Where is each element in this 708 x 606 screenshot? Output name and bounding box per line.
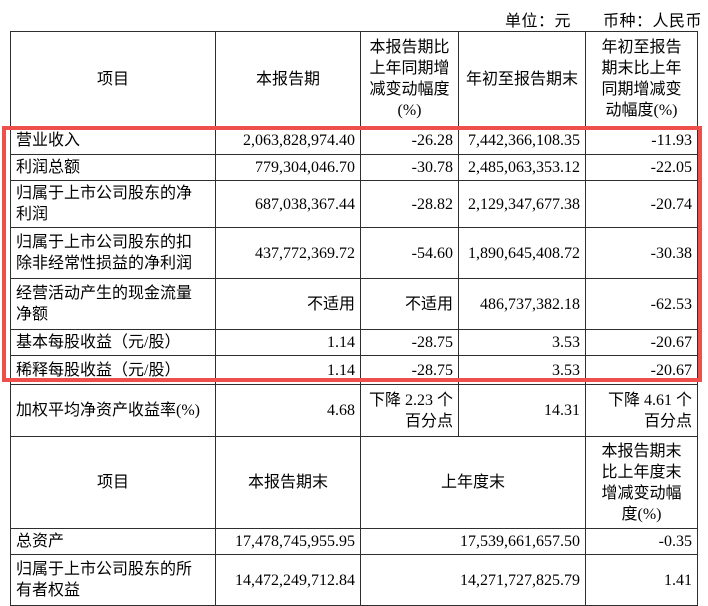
row-label: 加权平均净资产收益率(%) <box>10 384 216 437</box>
cell-change: -28.75 <box>360 355 459 385</box>
header-item: 项目 <box>10 436 216 529</box>
table-row: 加权平均净资产收益率(%) 4.68 下降 2.23 个 百分点 14.31 下… <box>10 384 698 437</box>
cell-ytd: 1,890,645,408.72 <box>458 227 586 279</box>
table-row: 营业收入 2,063,828,974.40 -26.28 7,442,366,1… <box>10 126 698 155</box>
cell-change: -54.60 <box>360 227 459 279</box>
cell-current: 437,772,369.72 <box>215 227 361 279</box>
row-label: 归属于上市公司股东的扣 除非经常性损益的净利润 <box>10 227 216 279</box>
cell-current: 1.14 <box>215 355 361 385</box>
cell-current: 779,304,046.70 <box>215 154 361 181</box>
cell-ytd-change: -20.74 <box>585 180 698 228</box>
financial-summary-table: 项目 本报告期 本报告期比 上年同期增 减变动幅度 (%) 年初至报告期末 年初… <box>10 31 698 606</box>
table-row: 总资产 17,478,745,955.95 17,539,661,657.50 … <box>10 528 698 555</box>
table-row: 归属于上市公司股东的所 有者权益 14,472,249,712.84 14,27… <box>10 554 698 606</box>
unit-label: 单位：元 <box>504 13 571 30</box>
cell-current: 2,063,828,974.40 <box>215 126 361 155</box>
cell-ytd-change: 下降 4.61 个 百分点 <box>585 384 698 437</box>
cell-prev-year-end: 14,271,727,825.79 <box>360 554 586 606</box>
cell-ytd-change: -62.53 <box>585 278 698 330</box>
row-label: 归属于上市公司股东的所 有者权益 <box>10 554 216 606</box>
row-label: 归属于上市公司股东的净 利润 <box>10 180 216 228</box>
cell-ytd-change: -20.67 <box>585 329 698 356</box>
cell-change: 下降 2.23 个 百分点 <box>360 384 459 437</box>
cell-current: 1.14 <box>215 329 361 356</box>
row-label: 经营活动产生的现金流量 净额 <box>10 278 216 330</box>
cell-ytd-change: -20.67 <box>585 355 698 385</box>
cell-change: -0.35 <box>585 528 698 555</box>
cell-change: 1.41 <box>585 554 698 606</box>
table2-header-row: 项目 本报告期末 上年度末 本报告期末 比上年度末 增减变动幅 度(%) <box>10 436 698 529</box>
cell-change: -28.75 <box>360 329 459 356</box>
row-label: 营业收入 <box>10 126 216 155</box>
cell-change: -26.28 <box>360 126 459 155</box>
table1-header-row: 项目 本报告期 本报告期比 上年同期增 减变动幅度 (%) 年初至报告期末 年初… <box>10 31 698 127</box>
cell-change: -28.82 <box>360 180 459 228</box>
table-row: 利润总额 779,304,046.70 -30.78 2,485,063,353… <box>10 154 698 181</box>
cell-change: 不适用 <box>360 278 459 330</box>
header-current-change: 本报告期比 上年同期增 减变动幅度 (%) <box>360 31 459 127</box>
cell-period-end: 17,478,745,955.95 <box>215 528 361 555</box>
cell-ytd: 3.53 <box>458 329 586 356</box>
currency-label: 币种：人民币 <box>602 13 702 30</box>
cell-current: 不适用 <box>215 278 361 330</box>
cell-ytd: 14.31 <box>458 384 586 437</box>
header-ytd: 年初至报告期末 <box>458 31 586 127</box>
header-ytd-change: 年初至报告 期末比上年 同期增减变 动幅度(%) <box>585 31 698 127</box>
table-row: 稀释每股收益（元/股） 1.14 -28.75 3.53 -20.67 <box>10 355 698 385</box>
cell-ytd: 2,129,347,677.38 <box>458 180 586 228</box>
cell-period-end: 14,472,249,712.84 <box>215 554 361 606</box>
cell-ytd: 486,737,382.18 <box>458 278 586 330</box>
cell-ytd: 3.53 <box>458 355 586 385</box>
row-label: 基本每股收益（元/股） <box>10 329 216 356</box>
unit-currency-line: 单位：元 币种：人民币 <box>505 7 702 31</box>
row-label: 总资产 <box>10 528 216 555</box>
table-row: 经营活动产生的现金流量 净额 不适用 不适用 486,737,382.18 -6… <box>10 278 698 330</box>
cell-ytd: 7,442,366,108.35 <box>458 126 586 155</box>
cell-ytd-change: -30.38 <box>585 227 698 279</box>
cell-ytd-change: -11.93 <box>585 126 698 155</box>
header-prev-year-end: 上年度末 <box>360 436 586 529</box>
cell-change: -30.78 <box>360 154 459 181</box>
cell-current: 4.68 <box>215 384 361 437</box>
table-row: 归属于上市公司股东的净 利润 687,038,367.44 -28.82 2,1… <box>10 180 698 228</box>
table-row: 基本每股收益（元/股） 1.14 -28.75 3.53 -20.67 <box>10 329 698 356</box>
row-label: 利润总额 <box>10 154 216 181</box>
cell-prev-year-end: 17,539,661,657.50 <box>360 528 586 555</box>
header-period-end: 本报告期末 <box>215 436 361 529</box>
header-item: 项目 <box>10 31 216 127</box>
table-row: 归属于上市公司股东的扣 除非经常性损益的净利润 437,772,369.72 -… <box>10 227 698 279</box>
cell-ytd: 2,485,063,353.12 <box>458 154 586 181</box>
header-current-period: 本报告期 <box>215 31 361 127</box>
row-label: 稀释每股收益（元/股） <box>10 355 216 385</box>
cell-ytd-change: -22.05 <box>585 154 698 181</box>
header-change: 本报告期末 比上年度末 增减变动幅 度(%) <box>585 436 698 529</box>
cell-current: 687,038,367.44 <box>215 180 361 228</box>
